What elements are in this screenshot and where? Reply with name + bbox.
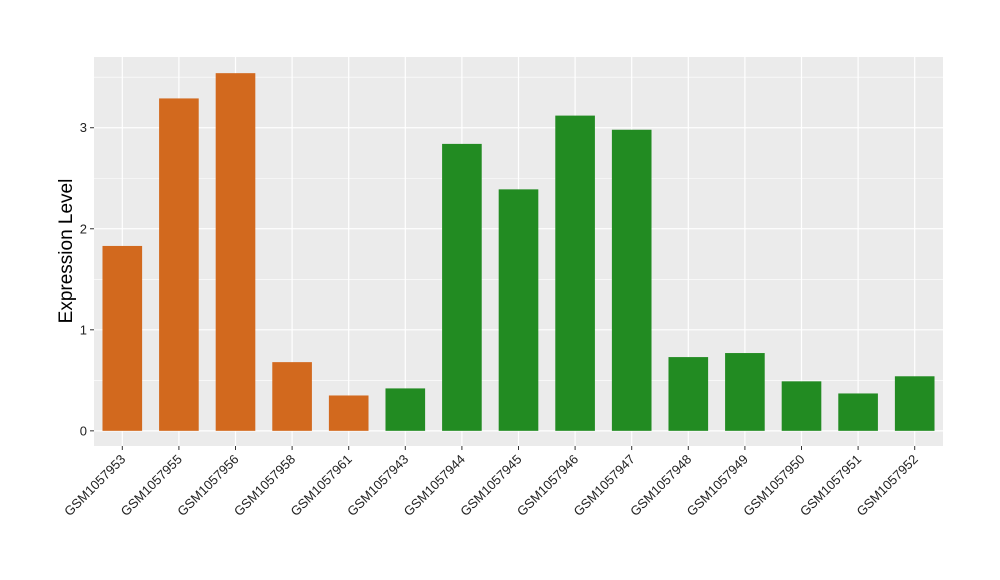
bar-GSM1057961 [328,395,369,431]
bar-GSM1057944 [442,143,482,431]
bar-GSM1057955 [159,98,199,431]
y-tick-label: 3 [80,120,87,135]
bars [102,73,935,431]
bar-GSM1057947 [611,129,652,431]
bar-GSM1057948 [668,357,709,431]
bar-GSM1057951 [838,393,878,431]
bar-GSM1057945 [498,189,539,431]
bar-GSM1057952 [894,376,935,431]
bar-GSM1057949 [725,353,765,431]
x-axis: GSM1057953GSM1057955GSM1057956GSM1057958… [61,446,921,519]
bar-GSM1057946 [555,115,595,431]
bar-GSM1057943 [385,388,426,431]
bar-GSM1057956 [215,73,256,431]
bar-GSM1057958 [272,362,312,431]
y-axis: 0 1 2 3 [80,120,94,438]
y-tick-label: 1 [80,322,87,337]
bar-GSM1057950 [781,381,822,431]
y-tick-label: 0 [80,423,87,438]
bar-GSM1057953 [102,245,143,431]
y-axis-title: Expression Level [56,179,77,324]
y-tick-label: 2 [80,221,87,236]
